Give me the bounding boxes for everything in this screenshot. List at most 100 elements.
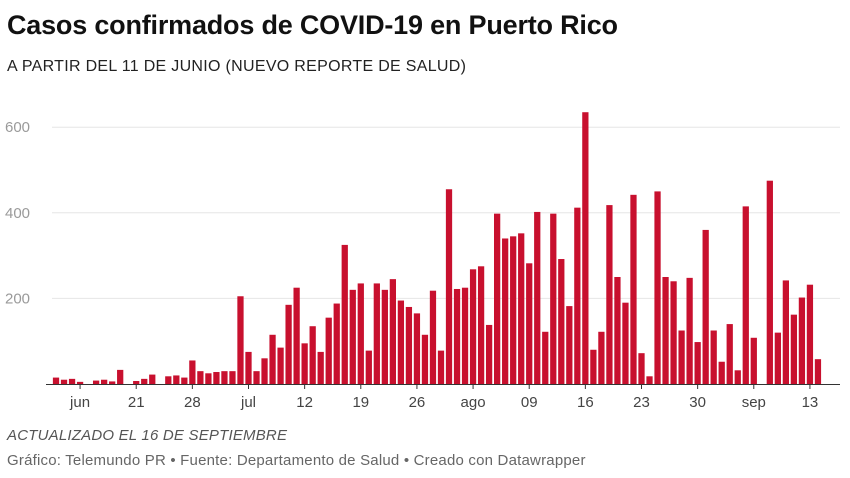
bar (173, 375, 180, 384)
bar (205, 373, 212, 384)
bar (590, 349, 597, 384)
bar (245, 351, 252, 384)
bar (437, 350, 445, 384)
bar (614, 277, 621, 384)
bar (149, 374, 156, 384)
chart-title: Casos confirmados de COVID-19 en Puerto … (7, 10, 618, 40)
bar (558, 259, 565, 384)
x-tick-label: jun (69, 394, 90, 411)
bar (68, 378, 76, 384)
bar (718, 361, 725, 384)
bar (261, 358, 268, 384)
bar (469, 269, 477, 384)
bar (421, 334, 429, 384)
bar (109, 381, 116, 384)
bar (365, 350, 372, 384)
bar (133, 381, 140, 384)
bar (309, 326, 316, 384)
bar (445, 189, 453, 384)
bar (646, 376, 653, 384)
bar (806, 284, 814, 384)
bar (678, 330, 685, 384)
bar (726, 324, 733, 384)
bar (253, 371, 260, 384)
bar (92, 380, 100, 384)
bar (774, 332, 781, 384)
bar (662, 277, 669, 384)
bar (670, 281, 677, 384)
bar (686, 277, 693, 384)
bar (341, 244, 348, 384)
bar-chart: 200 400 600 jun 21 28 jul 12 19 26 ago 09 16 23 30 sep 1… (5, 112, 840, 411)
bar (702, 229, 709, 384)
bar (606, 205, 613, 384)
bar (502, 238, 509, 384)
bar (117, 369, 124, 384)
source-note: Gráfico: Telemundo PR • Fuente: Departam… (7, 452, 586, 469)
x-tick-label: 23 (633, 394, 650, 411)
bar (461, 287, 469, 384)
x-tick-label: 09 (521, 394, 538, 411)
x-tick-label: ago (461, 394, 486, 411)
bar (285, 304, 292, 384)
bar (349, 289, 356, 384)
bar (429, 290, 437, 384)
bar (325, 317, 332, 384)
bar (381, 289, 388, 384)
bar (526, 263, 533, 384)
bar (518, 233, 525, 384)
bar (694, 342, 701, 384)
x-tick-label: jul (240, 394, 256, 411)
bar (782, 280, 789, 384)
bar (373, 283, 380, 384)
x-tick-label: 12 (296, 394, 313, 411)
bar (798, 297, 806, 384)
bar (622, 302, 629, 384)
bars (52, 112, 822, 384)
bar (141, 378, 148, 384)
bar (277, 347, 284, 384)
bar (814, 359, 822, 384)
bar (790, 314, 798, 384)
x-tick-label: sep (742, 394, 766, 411)
bar (566, 306, 573, 384)
x-tick-label: 19 (352, 394, 369, 411)
x-tick-label: 13 (802, 394, 819, 411)
bar (197, 371, 204, 384)
x-tick-label: 30 (689, 394, 706, 411)
bar (710, 330, 717, 384)
bar (269, 334, 276, 384)
bar (485, 324, 493, 384)
x-tick-label: 28 (184, 394, 201, 411)
bar (494, 213, 501, 384)
bar (165, 376, 172, 384)
bar (237, 296, 244, 384)
bar (582, 112, 589, 384)
bar (453, 288, 461, 384)
bar (654, 191, 661, 384)
bar (52, 377, 60, 384)
bar (101, 379, 108, 384)
bar (477, 266, 485, 384)
bar (301, 343, 308, 384)
bar (189, 360, 196, 384)
bar (510, 236, 517, 384)
bar (221, 371, 228, 384)
bar (405, 306, 413, 384)
bar (213, 372, 220, 384)
bar (357, 283, 364, 384)
bar (389, 279, 396, 384)
x-tick-label: 21 (128, 394, 145, 411)
bar (413, 313, 421, 384)
bar (60, 379, 68, 384)
x-tick-label: 26 (409, 394, 426, 411)
bar (574, 207, 581, 384)
bar (598, 331, 605, 384)
bar (550, 213, 557, 384)
bar (76, 381, 84, 384)
bar (638, 353, 645, 384)
updated-note: ACTUALIZADO EL 16 DE SEPTIEMBRE (7, 427, 288, 444)
chart-subtitle: A PARTIR DEL 11 DE JUNIO (NUEVO REPORTE … (7, 58, 467, 75)
bar (534, 211, 541, 384)
y-tick-label: 400 (5, 205, 30, 222)
